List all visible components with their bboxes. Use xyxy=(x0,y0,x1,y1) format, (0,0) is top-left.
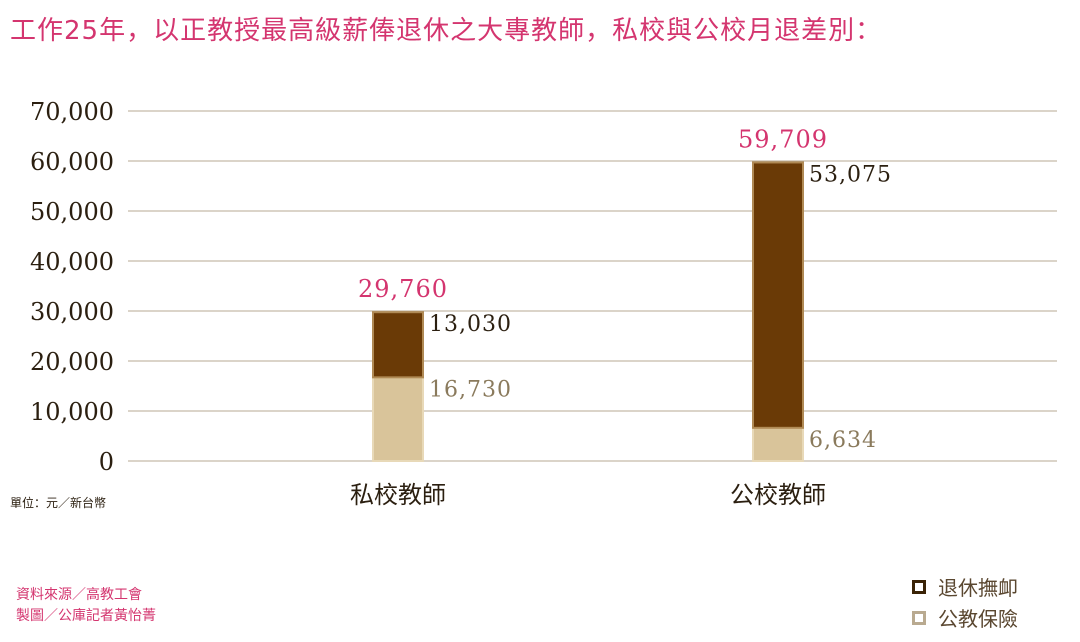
insurance-value-label: 16,730 xyxy=(429,377,512,402)
legend: 退休撫卹 公教保險 xyxy=(912,572,1018,634)
maker-credit: 製圖／公庫記者黃怡菁 xyxy=(16,608,156,624)
unit-note: 單位：元／新台幣 xyxy=(10,496,107,510)
total-label: 59,709 xyxy=(738,125,828,153)
y-tick-label: 20,000 xyxy=(30,348,114,376)
chart-title: 工作25年，以正教授最高級薪俸退休之大專教師，私校與公校月退差別： xyxy=(10,16,883,46)
y-tick-label: 50,000 xyxy=(30,198,114,226)
legend-item-insurance: 公教保險 xyxy=(912,603,1018,632)
legend-swatch-pension xyxy=(912,579,926,594)
legend-label-pension: 退休撫卹 xyxy=(938,576,1018,600)
total-label: 29,760 xyxy=(358,275,448,303)
y-tick-label: 30,000 xyxy=(30,298,114,326)
insurance-value-label: 6,634 xyxy=(809,428,877,453)
y-tick-label: 0 xyxy=(99,448,114,476)
category-label: 公校教師 xyxy=(730,481,826,509)
y-tick-label: 70,000 xyxy=(30,98,114,126)
legend-label-insurance: 公教保險 xyxy=(938,607,1018,631)
y-tick-label: 60,000 xyxy=(30,148,114,176)
category-label: 私校教師 xyxy=(350,481,446,509)
bar-segment-insurance xyxy=(372,376,424,463)
legend-item-pension: 退休撫卹 xyxy=(912,572,1018,601)
bar-segment-insurance xyxy=(752,426,804,462)
y-tick-label: 40,000 xyxy=(30,248,114,276)
pension-value-label: 53,075 xyxy=(809,162,892,187)
bar-segment-pension xyxy=(372,311,424,379)
y-tick-label: 10,000 xyxy=(30,398,114,426)
legend-swatch-insurance xyxy=(912,610,926,625)
source-credit: 資料來源／高教工會 xyxy=(16,587,142,603)
pension-value-label: 13,030 xyxy=(429,312,512,337)
bar-segment-pension xyxy=(752,161,804,429)
